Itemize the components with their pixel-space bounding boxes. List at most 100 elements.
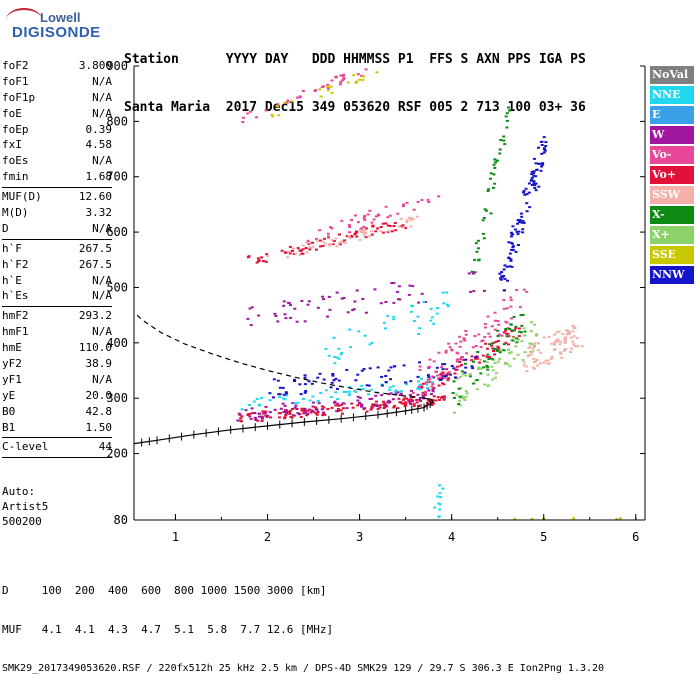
echo-point <box>408 401 412 404</box>
echo-point <box>510 249 514 251</box>
param-value: N/A <box>92 273 112 287</box>
echo-point <box>314 412 318 414</box>
echo-point <box>529 353 533 356</box>
echo-point <box>434 399 438 402</box>
echo-point <box>514 325 518 328</box>
echo-point <box>464 374 468 377</box>
echo-point <box>619 517 622 520</box>
echo-point <box>502 343 506 346</box>
echo-point <box>459 358 462 361</box>
echo-point <box>483 383 487 386</box>
echo-point <box>324 347 328 350</box>
echo-point <box>337 379 341 382</box>
echo-point <box>358 239 362 242</box>
echo-point <box>476 239 480 242</box>
echo-point <box>553 333 557 336</box>
echo-point <box>542 148 546 151</box>
echo-point <box>410 398 414 401</box>
param-label: B1 <box>2 420 16 434</box>
echo-point <box>460 364 463 366</box>
echo-point <box>405 397 409 400</box>
echo-point <box>333 356 337 358</box>
echo-point <box>394 229 398 232</box>
param-label: hmF1 <box>2 325 29 339</box>
echo-point <box>298 413 302 416</box>
echo-point <box>360 369 364 372</box>
echo-point <box>321 245 325 247</box>
echo-point <box>386 400 390 403</box>
echo-point <box>491 359 495 361</box>
echo-point <box>497 323 501 326</box>
echo-point <box>263 412 267 415</box>
param-label: yF1 <box>2 372 22 386</box>
echo-point <box>292 247 296 250</box>
echo-point <box>493 182 497 185</box>
echo-point <box>304 390 308 392</box>
echo-point <box>308 246 312 249</box>
echo-point <box>525 290 529 293</box>
echo-point <box>348 386 352 389</box>
echo-point <box>384 301 388 303</box>
echo-point <box>375 71 379 74</box>
echo-point <box>285 101 289 104</box>
echo-point <box>550 355 554 358</box>
echo-point <box>511 329 515 332</box>
echo-point <box>451 392 455 394</box>
echo-point <box>402 203 406 206</box>
echo-point <box>445 368 449 371</box>
echo-point <box>502 268 506 271</box>
echo-point <box>418 361 421 364</box>
echo-point <box>303 320 307 323</box>
echo-point <box>438 508 442 511</box>
echo-point <box>438 484 442 487</box>
echo-point <box>567 332 571 335</box>
echo-point <box>417 405 421 407</box>
echo-point <box>369 408 373 411</box>
echo-point <box>490 357 494 360</box>
echo-point <box>379 302 383 305</box>
echo-point <box>380 384 384 387</box>
echo-point <box>508 109 512 112</box>
echo-point <box>399 225 403 228</box>
echo-point <box>569 351 572 353</box>
echo-point <box>446 305 450 308</box>
echo-point <box>492 173 496 176</box>
echo-point <box>513 517 517 520</box>
echo-point <box>368 209 372 212</box>
echo-point <box>352 74 356 77</box>
echo-point <box>547 336 551 338</box>
echo-point <box>437 515 441 518</box>
echo-point <box>345 235 349 238</box>
echo-point <box>356 221 360 224</box>
echo-point <box>497 339 501 342</box>
echo-point <box>454 376 457 379</box>
echo-point <box>486 373 490 376</box>
echo-point <box>415 215 419 218</box>
echo-point <box>358 396 362 399</box>
echo-point <box>378 406 382 409</box>
echo-point <box>384 205 388 208</box>
echo-point <box>532 343 536 346</box>
echo-point <box>499 139 503 141</box>
echo-point <box>496 320 500 322</box>
echo-point <box>405 383 409 386</box>
echo-point <box>341 407 345 410</box>
param-label: yE <box>2 388 16 402</box>
echo-point <box>507 348 510 351</box>
echo-point <box>400 402 404 405</box>
echo-point <box>299 416 303 418</box>
echo-point <box>370 407 374 409</box>
echo-point <box>282 397 285 400</box>
echo-point <box>437 399 441 401</box>
echo-point <box>460 370 464 373</box>
echo-point <box>475 357 479 360</box>
echo-point <box>296 96 299 99</box>
echo-point <box>257 403 261 406</box>
echo-point <box>332 240 336 242</box>
echo-point <box>314 237 318 240</box>
echo-point <box>401 226 405 229</box>
echo-point <box>381 222 385 225</box>
param-row: foEp 0.39 <box>2 122 112 138</box>
echo-point <box>282 300 286 303</box>
echo-point <box>483 208 487 211</box>
